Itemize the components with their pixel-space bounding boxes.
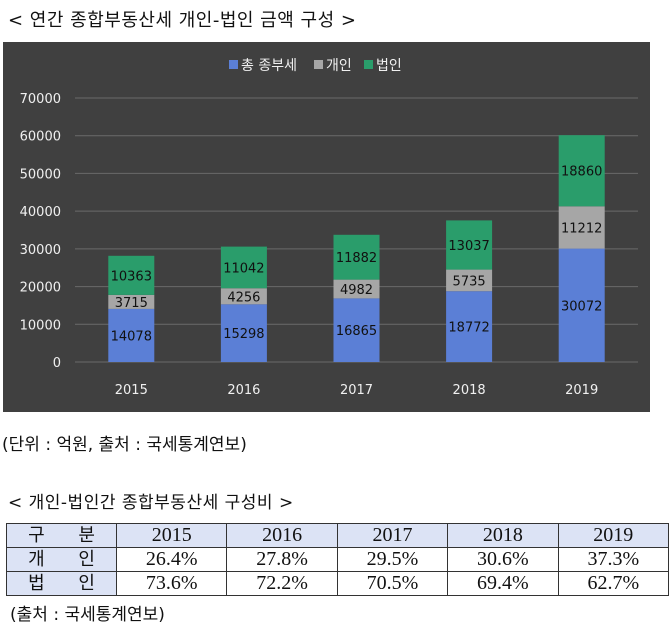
y-tick-label: 10000	[20, 318, 61, 333]
bar-segment	[220, 246, 267, 289]
x-tick-label: 2016	[227, 383, 260, 398]
y-tick-label: 40000	[20, 205, 61, 220]
data-label: 15298	[223, 327, 264, 342]
bar-segment	[108, 255, 155, 295]
table-row: 법 인 73.6% 72.2% 70.5% 69.4% 62.7%	[6, 571, 670, 596]
table-cell: 29.5%	[336, 547, 449, 572]
data-label: 11882	[336, 251, 377, 266]
header-cell: 2018	[447, 523, 559, 548]
ratio-table: 구 분 2015 2016 2017 2018 2019 개 인 26.4% 2…	[6, 523, 670, 596]
data-label: 18772	[448, 321, 489, 336]
bar-segment	[333, 234, 380, 280]
stacked-bar-chart: 0 10000 20000 30000 40000 50000 60000 70000 1407…	[3, 42, 650, 412]
row-header: 법 인	[6, 571, 117, 596]
row-header: 개 인	[6, 547, 117, 572]
table-source-note: (출처 : 국세통계연보)	[10, 605, 165, 625]
x-tick-label: 2015	[115, 383, 148, 398]
chart-svg: 0 10000 20000 30000 40000 50000 60000 70000 1407…	[20, 58, 638, 398]
table-cell: 72.2%	[226, 571, 338, 596]
x-tick-label: 2019	[565, 383, 598, 398]
data-label: 5735	[453, 274, 486, 289]
bar-segment	[108, 294, 155, 309]
header-cell: 2019	[557, 523, 670, 548]
data-label: 16865	[336, 324, 377, 339]
chart-source-note: (단위 : 억원, 출처 : 국세통계연보)	[2, 435, 247, 455]
legend-label: 개인	[326, 58, 352, 74]
legend-label: 법인	[376, 58, 402, 74]
data-label: 11212	[561, 221, 602, 236]
data-label: 11042	[223, 261, 264, 276]
header-cell: 2017	[336, 523, 449, 548]
y-tick-label: 70000	[20, 92, 61, 107]
bar-segment	[108, 308, 155, 362]
x-tick-label: 2017	[340, 383, 373, 398]
table-section: 구 분 2015 2016 2017 2018 2019 개 인 26.4% 2…	[6, 523, 670, 625]
y-tick-label: 60000	[20, 130, 61, 145]
legend-swatch	[314, 60, 323, 69]
table-cell: 30.6%	[447, 547, 559, 572]
table-cell: 62.7%	[557, 571, 670, 596]
table-cell: 73.6%	[115, 571, 228, 596]
bar-segment	[446, 269, 493, 292]
data-label: 13037	[448, 239, 489, 254]
y-tick-label: 0	[53, 356, 61, 371]
bar-segment	[558, 135, 605, 207]
x-tick-label: 2018	[453, 383, 486, 398]
y-tick-label: 50000	[20, 167, 61, 182]
bar-segment	[446, 291, 493, 362]
legend-swatch	[364, 60, 373, 69]
table-header-row: 구 분 2015 2016 2017 2018 2019	[6, 523, 670, 548]
data-label: 14078	[111, 329, 152, 344]
data-label: 3715	[115, 296, 148, 311]
table-cell: 26.4%	[115, 547, 228, 572]
header-cell: 2015	[115, 523, 228, 548]
chart-title: < 연간 종합부동산세 개인-법인 금액 구성 >	[8, 10, 357, 31]
legend-swatch	[229, 60, 238, 69]
data-label: 4256	[227, 290, 260, 305]
bar-segment	[333, 298, 380, 362]
data-label: 10363	[111, 269, 152, 284]
y-tick-label: 30000	[20, 243, 61, 258]
data-label: 30072	[561, 299, 602, 314]
header-cell: 구 분	[6, 523, 117, 548]
header-cell: 2016	[226, 523, 338, 548]
table-cell: 70.5%	[336, 571, 449, 596]
table-row: 개 인 26.4% 27.8% 29.5% 30.6% 37.3%	[6, 547, 670, 572]
y-tick-label: 20000	[20, 281, 61, 296]
legend-label: 총 종부세	[241, 58, 297, 74]
bar-segment	[446, 220, 493, 270]
bar-segment	[558, 206, 605, 249]
bar-segment	[220, 304, 267, 362]
data-label: 4982	[340, 283, 373, 298]
table-cell: 69.4%	[447, 571, 559, 596]
bar-segment	[220, 288, 267, 305]
table-cell: 27.8%	[226, 547, 338, 572]
bar-segment	[333, 279, 380, 299]
bar-segment	[558, 248, 605, 362]
table-cell: 37.3%	[557, 547, 670, 572]
table-title: < 개인-법인간 종합부동산세 구성비 >	[8, 493, 294, 513]
data-label: 18860	[561, 165, 602, 180]
